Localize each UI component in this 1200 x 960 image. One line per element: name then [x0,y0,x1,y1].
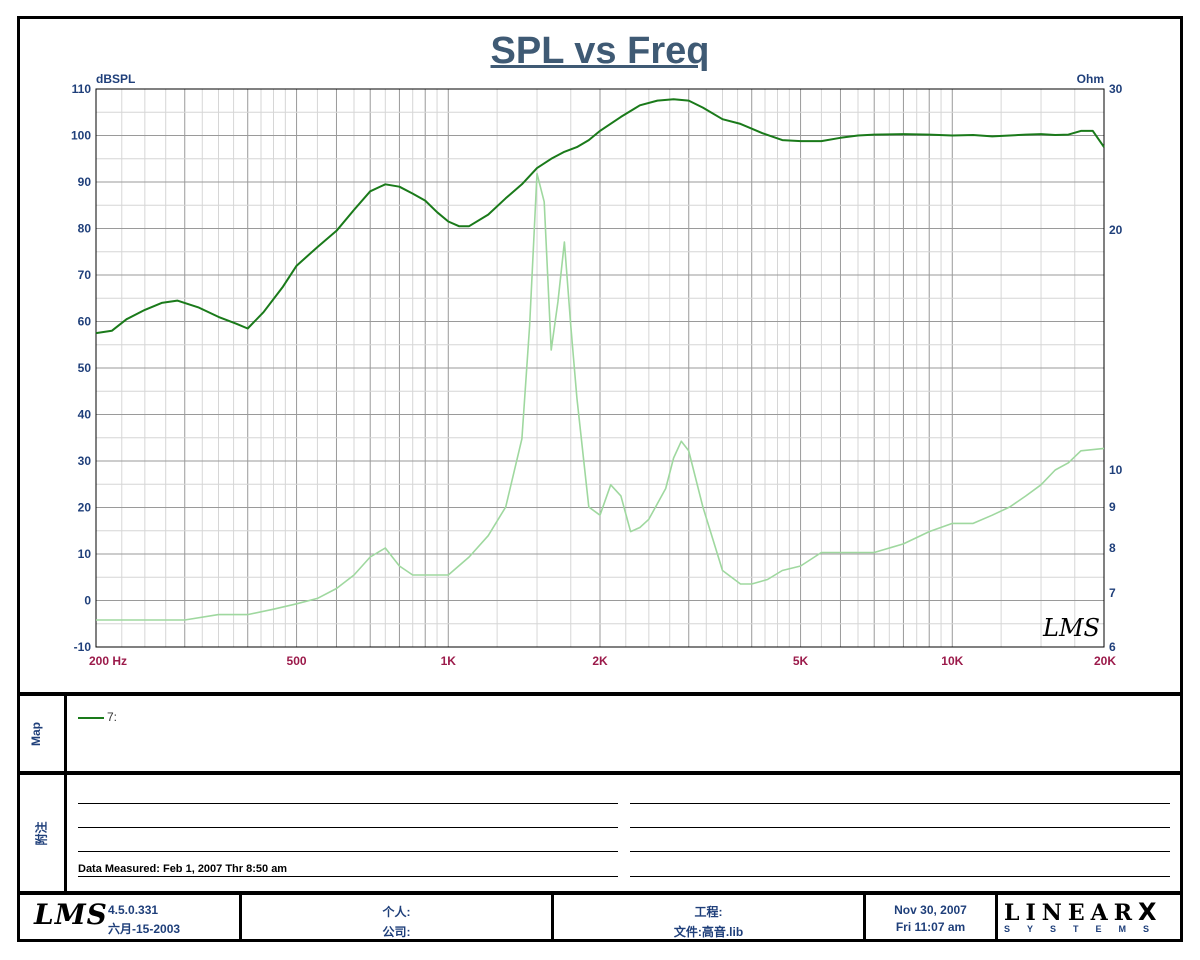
y-tick-label: -10 [74,640,92,654]
y2-tick-label: 10 [1109,463,1123,477]
note-line [630,851,1170,852]
x-tick-labels: 200 Hz 500 1K 2K 5K 10K 20K [89,654,1116,668]
right-axis-unit: Ohm [1077,72,1104,86]
x-tick-label: 5K [793,654,809,668]
panel-divider [17,692,1183,696]
brand-text: LINEAR [1004,900,1138,926]
outer-frame [17,16,1183,942]
version-number: 4.5.0.331 [108,903,159,917]
footer-date: Nov 30, 2007 [894,903,967,917]
file-label: 文件:高音.lib [673,925,744,939]
notes-side-label: 附注 [34,821,49,846]
y2-tick-label: 20 [1109,223,1123,237]
x-tick-label: 1K [441,654,457,668]
lms-logo: LMS [34,898,108,931]
side-label-divider [64,692,67,892]
spl-chart: dBSPL Ohm -10 0 10 20 30 40 50 60 70 80 90 100 110 6… [71,72,1123,668]
y2-tick-label: 7 [1109,586,1116,600]
project-file: 工程: 文件:高音.lib [554,903,863,947]
legend-swatch [78,717,104,719]
y-tick-label: 10 [78,547,92,561]
y-tick-label: 70 [78,268,92,282]
footer-divider [239,893,242,941]
y-tick-label: 60 [78,315,92,329]
legend-label: 7: [107,710,118,724]
note-line [78,851,618,852]
note-line [630,876,1170,877]
panel-divider [17,771,1183,775]
y-tick-label: 50 [78,361,92,375]
panel-divider [17,891,1183,895]
x-tick-label: 10K [941,654,963,668]
lms-watermark: LMS [1042,614,1100,642]
impedance-series-line [96,172,1105,621]
footer-divider [551,893,554,941]
date-time: Nov 30, 2007 Fri 11:07 am [866,903,995,947]
y-tick-label: 20 [78,501,92,515]
footer-time: Fri 11:07 am [895,920,966,934]
brand-x: X [1138,898,1157,926]
y-tick-label: 40 [78,408,92,422]
y-tick-label: 100 [71,129,91,143]
left-axis-unit: dBSPL [96,72,135,86]
y-tick-label: 90 [78,175,92,189]
y2-tick-label: 9 [1109,500,1116,514]
y2-tick-label: 6 [1109,640,1116,654]
note-line [78,803,618,804]
y-tick-label: 80 [78,222,92,236]
right-tick-labels: 6 7 8 9 10 20 30 [1109,82,1123,654]
map-side-label: Map [29,722,43,746]
footer-divider [863,893,866,941]
y2-tick-label: 8 [1109,541,1116,555]
chart-grid [95,88,1105,648]
version-date: 六月-15-2003 [108,922,181,936]
person-company: 个人: 公司: [242,903,551,947]
x-tick-label: 20K [1094,654,1116,668]
linearx-logo: LINEARX SYSTEMS [1004,898,1174,942]
y2-tick-label: 30 [1109,82,1123,96]
left-tick-labels: -10 0 10 20 30 40 50 60 70 80 90 100 110 [71,82,91,654]
x-tick-label: 500 [287,654,307,668]
spl-series-line [95,98,1105,335]
note-line [78,876,618,877]
y-tick-label: 110 [72,82,92,96]
note-line [78,827,618,828]
data-measured-text: Data Measured: Feb 1, 2007 Thr 8:50 am [78,863,288,875]
y-tick-label: 30 [78,454,92,468]
series-lines [95,98,1105,621]
plot-border [95,88,1105,648]
company-label: 公司: [382,925,411,939]
chart-title: SPL vs Freq [490,30,710,72]
note-line [630,803,1170,804]
project-label: 工程: [694,905,723,919]
brand-subtext: SYSTEMS [1004,924,1167,934]
x-tick-label: 2K [592,654,608,668]
version-info: 4.5.0.331 六月-15-2003 [108,903,180,947]
person-label: 个人: [382,905,411,919]
x-tick-label: 200 Hz [89,654,127,668]
note-line [630,827,1170,828]
y-tick-label: 0 [84,594,91,608]
footer-divider [995,893,998,941]
